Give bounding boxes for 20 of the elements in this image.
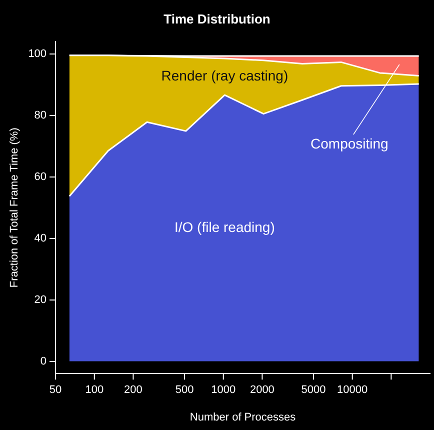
chart-title: Time Distribution <box>164 11 270 26</box>
y-tick-label: 100 <box>28 48 47 60</box>
x-axis-title: Number of Processes <box>190 411 296 424</box>
x-tick-label: 2000 <box>250 384 274 396</box>
series-label: I/O (file reading) <box>174 219 275 236</box>
y-axis-title: Fraction of Total Frame Time (%) <box>8 128 21 288</box>
y-tick-label: 20 <box>34 294 47 306</box>
y-tick-label: 0 <box>40 355 47 368</box>
x-tick-label: 5000 <box>301 384 326 396</box>
x-tick-label: 50 <box>49 384 62 396</box>
y-tick-label: 40 <box>34 232 47 244</box>
y-tick-label: 60 <box>34 170 47 183</box>
y-tick-label: 80 <box>34 109 47 122</box>
x-tick-label: 200 <box>124 384 142 396</box>
x-tick-label: 1000 <box>211 384 236 396</box>
x-tick-label: 500 <box>175 384 194 396</box>
x-tick-label: 10000 <box>337 384 368 396</box>
text: Compositing <box>310 135 388 152</box>
x-tick-label: 100 <box>85 384 104 396</box>
series-label: Render (ray casting) <box>161 68 288 84</box>
